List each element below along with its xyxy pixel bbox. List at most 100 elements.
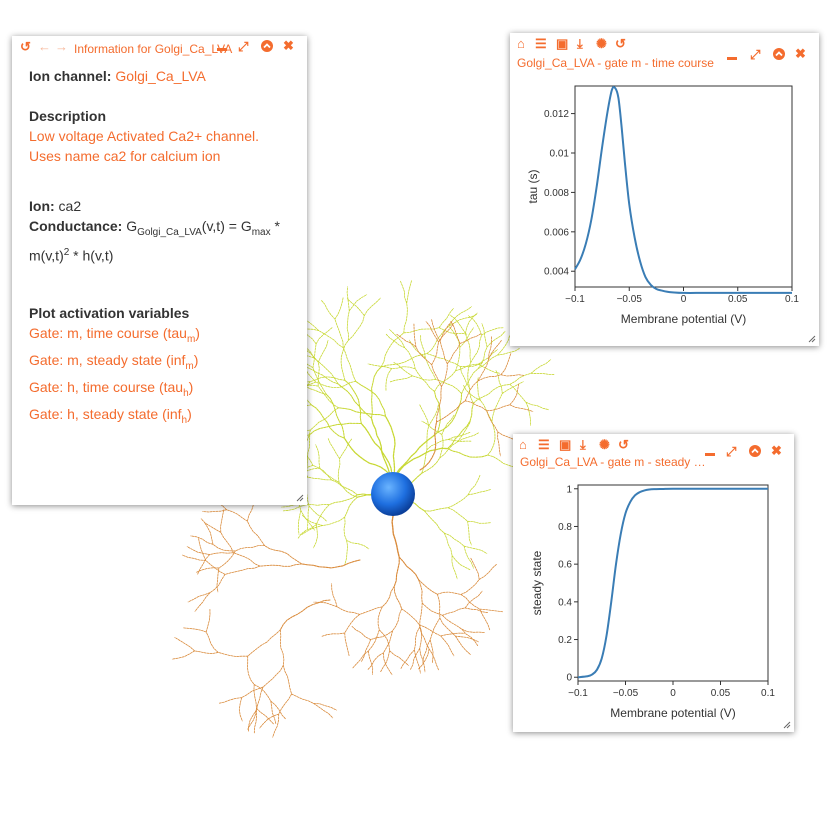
back-arrow-icon[interactable]: ← <box>38 39 51 54</box>
neurite-segment <box>342 347 357 382</box>
neurite-segment <box>418 403 430 427</box>
neurite-segment <box>279 599 331 631</box>
resize-grip-icon[interactable] <box>808 335 816 343</box>
neurite-segment <box>259 713 280 729</box>
neurite-segment <box>367 363 392 369</box>
image-icon[interactable]: ▣ <box>556 36 569 51</box>
neurite-segment <box>486 404 511 412</box>
gate-h-tau-link[interactable]: Gate: h, time course (tauh) <box>29 377 297 404</box>
neurite-segment <box>464 590 483 609</box>
neurite-segment <box>367 652 384 671</box>
neurite-segment <box>478 563 498 580</box>
collapse-icon[interactable] <box>261 40 273 55</box>
download-icon[interactable]: ⤓ <box>580 437 586 452</box>
neurite-segment <box>313 524 318 549</box>
neurite-segment <box>307 505 310 531</box>
soma[interactable] <box>371 472 415 516</box>
gate-m-tau-close: ) <box>195 325 200 342</box>
neurite-segment <box>447 507 468 522</box>
gate-m-inf-link[interactable]: Gate: m, steady state (infm) <box>29 350 297 377</box>
description-line-1: Low voltage Activated Ca2+ channel. <box>29 128 259 144</box>
neurite-segment <box>447 439 473 442</box>
neurite-segment <box>331 479 358 496</box>
conductance-formula-line2: m(v,t)2 * h(v,t) <box>29 243 297 266</box>
neurite-segment <box>360 422 394 481</box>
maximize-icon[interactable]: ⤢ <box>238 39 249 54</box>
image-icon[interactable]: ▣ <box>559 437 572 452</box>
neurite-segment <box>464 607 489 614</box>
neurite-segment <box>380 332 405 368</box>
resize-grip-icon[interactable] <box>783 721 791 729</box>
minimize-icon[interactable]: ▬ <box>705 448 715 459</box>
forward-arrow-icon[interactable]: → <box>55 39 68 54</box>
neurite-segment <box>370 417 394 481</box>
neurite-segment <box>370 630 393 640</box>
resize-grip-icon[interactable] <box>296 494 304 502</box>
neurite-segment <box>446 343 461 365</box>
neurite-segment <box>282 664 292 695</box>
home-icon[interactable]: ⌂ <box>519 437 527 452</box>
download-icon[interactable]: ⤓ <box>577 36 583 51</box>
neurite-segment <box>194 592 211 612</box>
neurite-segment <box>347 315 365 341</box>
history-icon[interactable]: ↺ <box>20 39 31 54</box>
ion-channel-link[interactable]: Golgi_Ca_LVA <box>115 68 206 84</box>
neurite-segment <box>218 550 236 569</box>
neurite-segment <box>470 334 482 363</box>
minimize-icon[interactable]: ▬ <box>217 43 227 54</box>
neurite-segment <box>339 437 353 459</box>
gate-h-tau-sub: h <box>183 387 189 399</box>
neurite-segment <box>437 591 462 595</box>
neurite-segment <box>381 585 395 608</box>
conductance-sub-channel: Golgi_Ca_LVA <box>137 226 202 238</box>
history-icon[interactable]: ↺ <box>618 437 629 452</box>
history-icon[interactable]: ↺ <box>615 36 626 51</box>
neurite-segment <box>497 347 521 356</box>
tau-chart[interactable]: −0.1 −0.05 0 0.05 0.1 0.004 0.006 0.008 0.01 0.01… <box>510 78 819 346</box>
steady-state-y-tick-label: 0.2 <box>558 635 572 646</box>
neurite-segment <box>477 374 502 382</box>
close-icon[interactable]: ✖ <box>771 443 782 458</box>
maximize-icon[interactable]: ⤢ <box>726 444 737 459</box>
description-heading: Description <box>29 108 107 124</box>
home-icon[interactable]: ⌂ <box>517 36 525 51</box>
gate-h-tau-text: Gate: h, time course (tau <box>29 379 184 396</box>
neurite-segment <box>198 537 207 561</box>
gate-h-inf-link[interactable]: Gate: h, steady state (infh) <box>29 404 297 431</box>
neurite-segment <box>399 280 408 304</box>
neurite-segment <box>355 380 387 417</box>
neurite-segment <box>337 458 341 483</box>
minimize-icon[interactable]: ▬ <box>727 52 737 63</box>
maximize-icon[interactable]: ⤢ <box>750 47 761 62</box>
close-icon[interactable]: ✖ <box>283 38 294 53</box>
neurite-segment <box>481 327 505 336</box>
spike-icon[interactable]: ✺ <box>596 36 607 51</box>
collapse-icon[interactable] <box>773 48 785 63</box>
neurite-segment <box>429 639 434 664</box>
list-icon[interactable]: ☰ <box>538 437 550 452</box>
steady-state-plot-panel: ⌂ ☰ ▣ ⤓ ✺ ↺ ▬ ⤢ ✖ Golgi_Ca_LVA - gate m … <box>513 434 794 732</box>
neurite-segment <box>467 520 472 546</box>
steady-state-chart[interactable]: −0.1 −0.05 0 0.05 0.1 0 0.2 0.4 0.6 0.8 1 Membrane … <box>513 474 794 732</box>
neurite-segment <box>346 286 350 312</box>
neurite-segment <box>318 330 344 349</box>
neurite-segment <box>419 626 430 650</box>
gate-m-tau-link[interactable]: Gate: m, time course (taum) <box>29 323 297 350</box>
neurite-segment <box>451 555 458 580</box>
neurite-segment <box>497 431 501 457</box>
neurite-segment <box>312 367 327 395</box>
neurite-segment <box>259 563 303 567</box>
neurite-segment <box>305 504 330 506</box>
close-icon[interactable]: ✖ <box>795 46 806 61</box>
neurite-segment <box>233 552 261 567</box>
neurite-segment <box>253 684 257 709</box>
list-icon[interactable]: ☰ <box>535 36 547 51</box>
neurite-segment <box>488 335 492 360</box>
neurite-segment <box>463 545 488 554</box>
spike-icon[interactable]: ✺ <box>599 437 610 452</box>
neurite-segment <box>247 520 265 546</box>
collapse-icon[interactable] <box>749 445 761 460</box>
neurite-segment <box>421 420 443 435</box>
neurite-segment <box>309 422 362 436</box>
steady-state-x-tick-label: 0.1 <box>761 688 775 699</box>
